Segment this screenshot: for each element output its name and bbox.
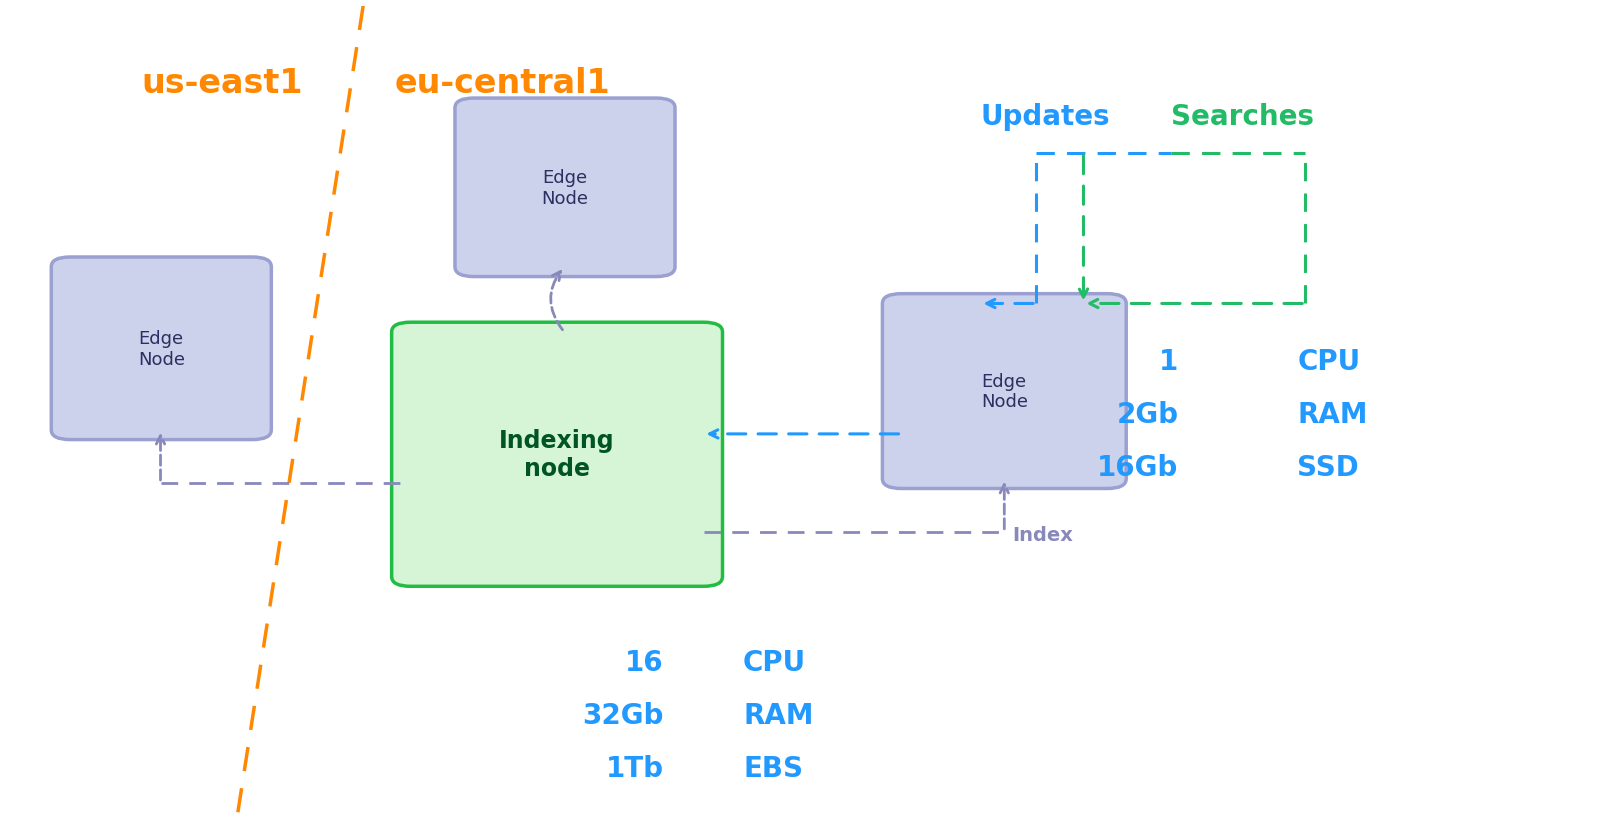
FancyBboxPatch shape <box>391 323 722 586</box>
Text: CPU: CPU <box>1297 347 1361 375</box>
Text: Searches: Searches <box>1171 103 1313 131</box>
Text: eu-central1: eu-central1 <box>394 66 610 99</box>
Text: 32Gb: 32Gb <box>583 701 664 729</box>
Text: Indexing
node: Indexing node <box>500 429 615 480</box>
Text: Updates: Updates <box>981 103 1110 131</box>
Text: 2Gb: 2Gb <box>1116 400 1179 428</box>
Text: Edge
Node: Edge Node <box>981 373 1028 411</box>
Text: 1: 1 <box>1159 347 1179 375</box>
Text: RAM: RAM <box>1297 400 1367 428</box>
Text: RAM: RAM <box>743 701 813 729</box>
Text: us-east1: us-east1 <box>142 66 303 99</box>
Text: Edge
Node: Edge Node <box>541 169 588 208</box>
Text: Edge
Node: Edge Node <box>137 330 185 368</box>
Text: 1Tb: 1Tb <box>605 754 664 782</box>
Text: SSD: SSD <box>1297 453 1359 481</box>
FancyBboxPatch shape <box>51 258 271 440</box>
Text: CPU: CPU <box>743 648 806 676</box>
FancyBboxPatch shape <box>455 99 676 277</box>
Text: EBS: EBS <box>743 754 803 782</box>
Text: Index: Index <box>1012 525 1073 544</box>
Text: 16: 16 <box>626 648 664 676</box>
Text: 16Gb: 16Gb <box>1097 453 1179 481</box>
FancyBboxPatch shape <box>883 294 1126 489</box>
